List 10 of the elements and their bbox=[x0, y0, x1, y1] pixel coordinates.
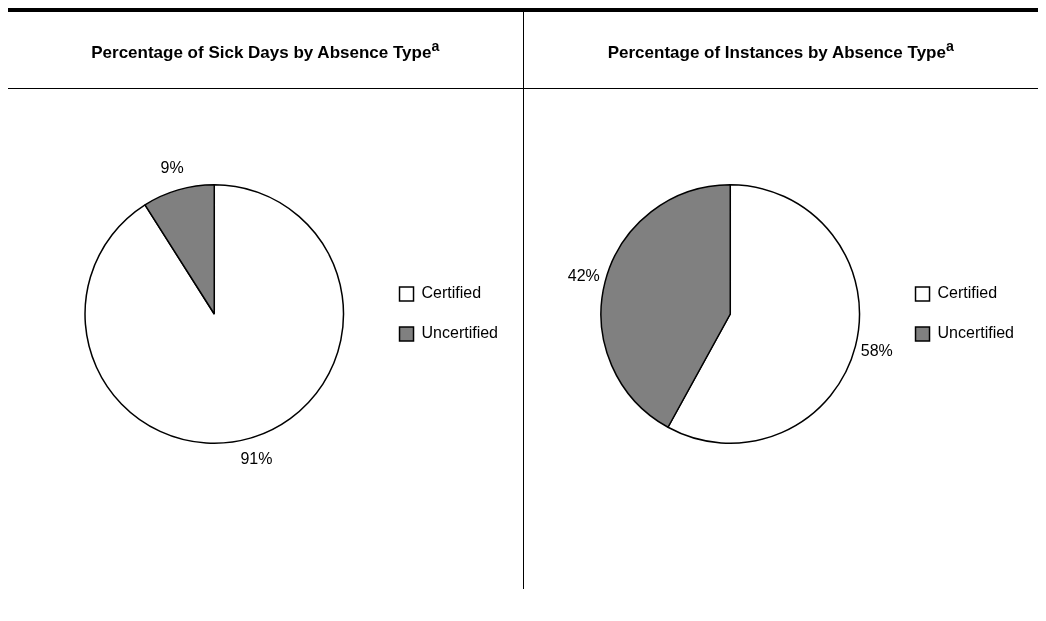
data-label: 9% bbox=[160, 159, 184, 177]
legend-label: Certified bbox=[421, 284, 482, 302]
chart-title: Percentage of Instances by Absence Type$^{a}$ bbox=[607, 37, 954, 63]
data-label: 42% bbox=[567, 266, 600, 284]
legend-label: Uncertified bbox=[937, 324, 1014, 342]
legend-label: Uncertified bbox=[421, 324, 499, 342]
legend-label: Certified bbox=[937, 284, 997, 302]
chart-title: Percentage of Sick Days by Absence Type$^{a}$ bbox=[91, 37, 440, 63]
data-label: 58% bbox=[860, 342, 893, 360]
data-label: 91% bbox=[240, 449, 273, 467]
